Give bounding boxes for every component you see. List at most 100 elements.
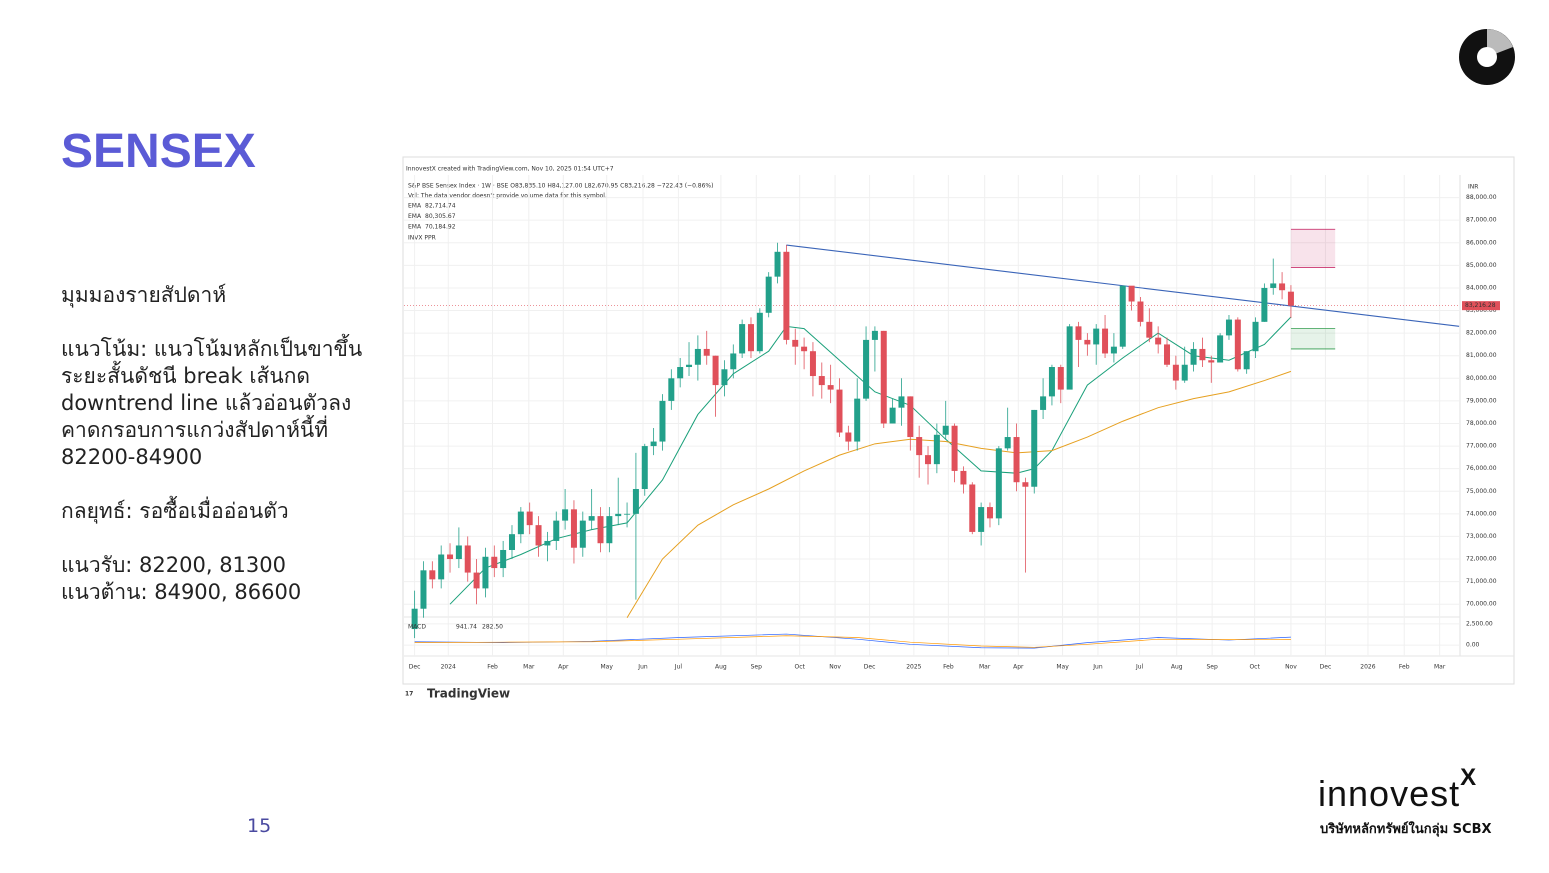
y-tick-label: 75,000.00 (1466, 488, 1497, 495)
candle-body (570, 509, 577, 548)
x-tick-label: Feb (1399, 664, 1410, 671)
y-tick-label: 80,000.00 (1466, 375, 1497, 382)
candle-body (871, 330, 878, 340)
symbol-line: S&P BSE Sensex Index · 1W · BSE O83,835.… (408, 183, 713, 190)
candle-body (1137, 301, 1144, 322)
candle-body (889, 407, 896, 424)
x-tick-label: Apr (558, 664, 569, 671)
candle-body (995, 448, 1002, 519)
candle-body (756, 312, 763, 352)
candle-body (969, 484, 976, 532)
logo-tagline: บริษัทหลักทรัพย์ในกลุ่ม SCBX (1320, 822, 1492, 837)
candle-body (686, 364, 693, 368)
x-tick-label: Feb (943, 664, 954, 671)
candle-body (1057, 367, 1064, 390)
candle-body (1261, 287, 1268, 322)
candle-body (1217, 335, 1224, 363)
candle-body (818, 376, 825, 386)
candle-body (703, 348, 710, 356)
y-tick-label: 79,000.00 (1466, 397, 1497, 404)
candle-body (951, 425, 958, 471)
candle-body (1208, 360, 1215, 363)
candle-body (517, 511, 524, 535)
candle-body (491, 556, 498, 569)
y-tick-label: 70,000.00 (1466, 601, 1497, 608)
x-tick-label: May (1056, 664, 1069, 671)
x-tick-label: Oct (1249, 664, 1260, 671)
text-line: กลยุทธ์: รอซื้อเมื่ออ่อนตัว (61, 499, 289, 523)
x-tick-label: Dec (1320, 664, 1332, 671)
legend-name: EMA (408, 213, 422, 220)
text-line: แนวโน้ม: แนวโน้มหลักเป็นขาขึ้น (61, 337, 363, 361)
candle-body (1270, 283, 1277, 288)
y-tick-label: 71,000.00 (1466, 578, 1497, 585)
candle-body (960, 470, 967, 485)
candle-body (863, 339, 870, 399)
credit: InnovestX created with TradingView.com, … (406, 166, 614, 173)
candle-body (978, 507, 985, 532)
x-tick-label: 2024 (441, 664, 456, 671)
candle-body (677, 367, 684, 379)
candle-body (429, 570, 436, 580)
macd-value: 282.50 (482, 624, 503, 631)
y-tick-label: 85,000.00 (1466, 262, 1497, 269)
x-tick-label: Dec (409, 664, 421, 671)
legend-value: 80,305.67 (425, 213, 456, 220)
candle-body (1287, 291, 1294, 306)
candle-body (597, 516, 604, 544)
candle-body (765, 276, 772, 313)
x-tick-label: Nov (1285, 664, 1297, 671)
candle-body (659, 400, 666, 442)
candle-body (1110, 346, 1117, 354)
x-tick-label: May (600, 664, 613, 671)
candle-body (464, 545, 471, 573)
candle-body (1004, 437, 1011, 449)
candle-body (1199, 348, 1206, 361)
candle-body (1066, 326, 1073, 390)
x-tick-label: Aug (715, 664, 727, 671)
corner-logo (1459, 29, 1515, 85)
candle-body (1155, 337, 1162, 345)
y-tick-label: 82,000.00 (1466, 330, 1497, 337)
candle-body (562, 509, 569, 521)
candle-body (615, 513, 622, 517)
candle-body (1093, 328, 1100, 345)
candle-body (411, 608, 418, 630)
macd-tick-label: 2,500.00 (1466, 620, 1493, 627)
logo-mark: X (1460, 764, 1478, 791)
x-tick-label: Mar (979, 664, 991, 671)
candle-body (1119, 285, 1126, 347)
candle-body (1102, 328, 1109, 354)
text-line: แนวรับ: 82200, 81300 (61, 553, 287, 577)
candle-body (1146, 321, 1153, 338)
brand-logo: innovestX (1318, 764, 1477, 815)
candle-body (641, 446, 648, 489)
x-tick-label: 2025 (906, 664, 921, 671)
macd-name: MACD (408, 624, 426, 631)
currency: INR (1468, 184, 1478, 191)
candle-body (455, 545, 462, 560)
candle-body (730, 353, 737, 370)
candle-body (1181, 364, 1188, 381)
candle-body (933, 434, 940, 465)
y-tick-label: 76,000.00 (1466, 465, 1497, 472)
candle-body (500, 549, 507, 569)
candle-body (792, 339, 799, 347)
candle-body (809, 351, 816, 377)
y-tick-label: 81,000.00 (1466, 352, 1497, 359)
chart-frame (402, 156, 1515, 685)
trendline (786, 244, 1460, 327)
x-tick-label: Aug (1171, 664, 1183, 671)
x-tick-label: Mar (1434, 664, 1446, 671)
candle-body (898, 396, 905, 408)
x-tick-label: Jun (637, 664, 648, 671)
text-line: ระยะสั้นดัชนี break เส้นกด (61, 364, 311, 388)
y-tick-label: 74,000.00 (1466, 510, 1497, 517)
candle-body (1243, 351, 1250, 370)
ema-line (626, 370, 1292, 619)
candle-body (535, 525, 542, 546)
text-line: downtrend line แล้วอ่อนตัวลง (61, 391, 352, 415)
candle-body (712, 355, 719, 386)
macd-value: 941.74 (456, 624, 477, 631)
